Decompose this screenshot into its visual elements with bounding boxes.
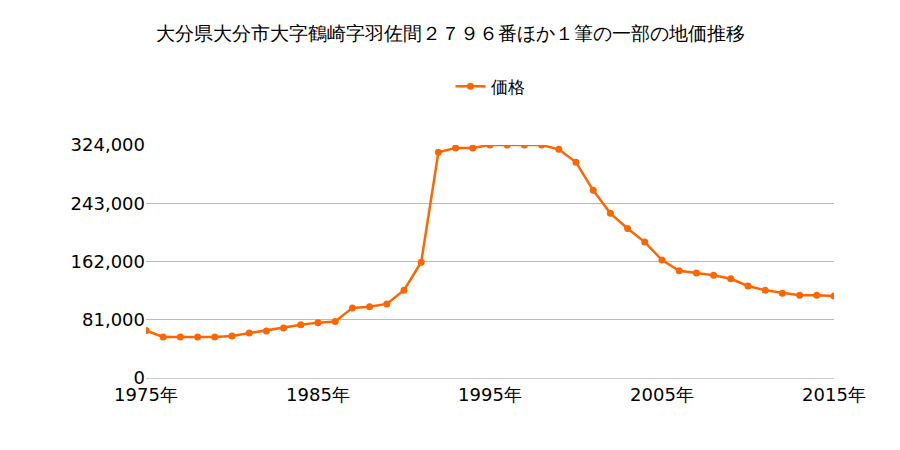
svg-text:価格: 価格 [491, 77, 525, 97]
svg-text:243,000: 243,000 [71, 193, 145, 214]
svg-text:1985年: 1985年 [286, 384, 350, 405]
svg-text:0: 0 [134, 367, 145, 388]
svg-text:2005年: 2005年 [630, 384, 694, 405]
svg-text:大分県大分市大字鶴崎字羽佐間２７９６番ほか１筆の一部の地価推: 大分県大分市大字鶴崎字羽佐間２７９６番ほか１筆の一部の地価推移 [156, 22, 745, 44]
svg-text:324,000: 324,000 [71, 134, 145, 155]
svg-text:162,000: 162,000 [71, 251, 145, 272]
svg-text:1975年: 1975年 [114, 384, 178, 405]
svg-text:81,000: 81,000 [82, 309, 145, 330]
svg-text:1995年: 1995年 [458, 384, 522, 405]
svg-text:2015年: 2015年 [802, 384, 866, 405]
